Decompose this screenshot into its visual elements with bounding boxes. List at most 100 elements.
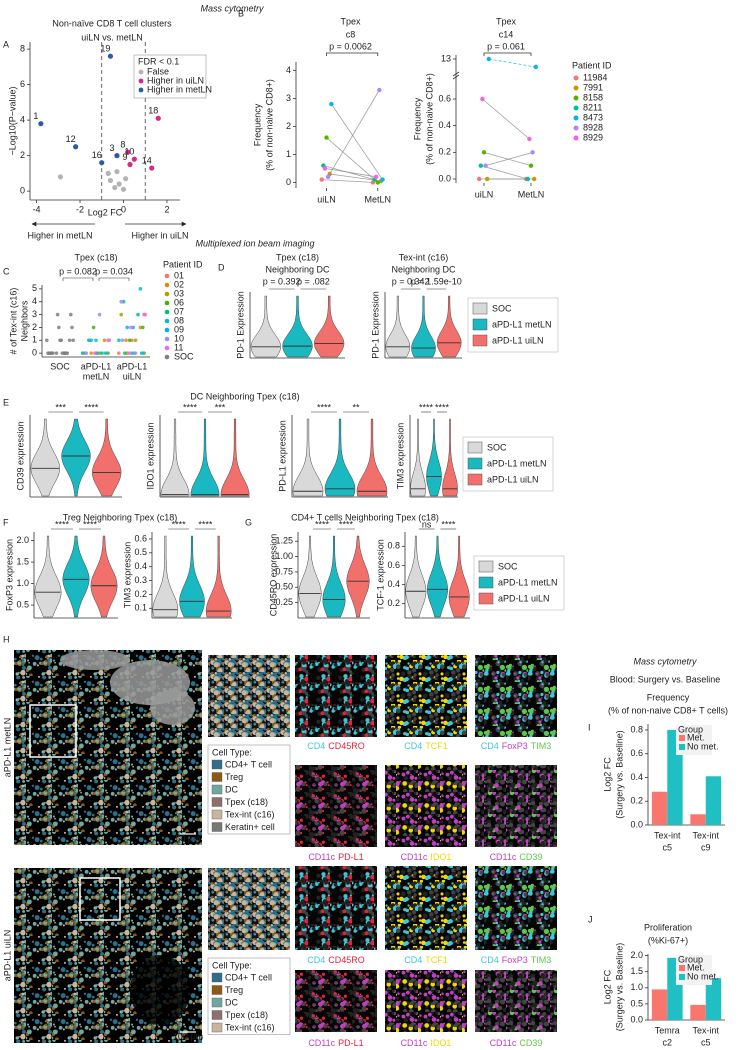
x-tick-label: uiLN — [123, 371, 142, 381]
legend-label: 11984 — [583, 72, 607, 82]
point — [142, 312, 146, 317]
legend-label: aPD-L1 uiLN — [498, 593, 550, 603]
significance: *** — [55, 402, 66, 412]
chart-subtitle: uiLN vs. metLN — [81, 32, 143, 42]
significance: ** — [352, 402, 360, 412]
y-tick-label: 0.0 — [630, 819, 643, 829]
point — [55, 312, 60, 317]
point — [69, 312, 73, 317]
keratin-region — [150, 690, 195, 725]
y-axis-label: TIM3 expression — [395, 423, 405, 490]
point — [123, 176, 129, 182]
y-axis-label: # of Tex-int (c16) — [8, 288, 18, 355]
y-tick-label: 1.00 — [275, 551, 293, 561]
point — [533, 64, 538, 70]
section-header: Mass cytometry — [633, 656, 697, 666]
y-tick-label: 0.6 — [387, 560, 400, 570]
legend-swatch — [211, 972, 223, 983]
violin — [160, 418, 190, 497]
legend-title: Patient ID — [163, 259, 203, 269]
legend-label: aPD-L1 metLN — [498, 577, 558, 587]
legend-swatch — [211, 772, 223, 782]
point — [373, 174, 379, 179]
significance: **** — [83, 519, 98, 529]
inset-box — [79, 877, 121, 921]
legend-label: 8929 — [583, 132, 603, 142]
point — [107, 177, 114, 184]
y-tick-label: 0.1 — [134, 603, 147, 613]
point — [73, 144, 79, 150]
channel-label: CD4 TCF1 — [404, 955, 448, 965]
point — [527, 136, 532, 142]
bracket — [98, 277, 130, 281]
legend-swatch — [211, 985, 223, 995]
legend-swatch — [211, 809, 223, 820]
bar — [705, 776, 722, 825]
point — [70, 325, 74, 330]
significance: *** — [215, 402, 226, 412]
bar — [651, 989, 668, 1020]
scale-bar-label: 50 µm — [175, 833, 200, 843]
y-tick-label: 0.4 — [387, 579, 400, 589]
point — [89, 351, 93, 355]
point — [127, 161, 133, 168]
chart-title: Tpex — [496, 16, 517, 26]
x-tick-label: SOC — [50, 361, 70, 371]
channel-word: CD45RO — [328, 741, 365, 751]
y-tick-label: 1.25 — [275, 536, 293, 546]
y-tick-label: 0 — [32, 348, 37, 358]
violin — [30, 418, 60, 497]
y-tick-label: 1.0 — [16, 578, 29, 588]
y-axis-label: TIM3 expression — [122, 542, 132, 609]
point — [149, 165, 155, 171]
chart-title: p = 0.061 — [487, 41, 525, 51]
panel-letter: H — [3, 634, 10, 644]
point — [57, 174, 64, 180]
violin — [322, 535, 346, 618]
legend-label: Tpex (c18) — [225, 797, 268, 807]
significance: **** — [441, 519, 456, 529]
channel-label: CD4 CD45RO — [307, 741, 365, 751]
legend-marker — [164, 291, 170, 297]
channel-word: TIM3 — [531, 955, 552, 965]
legend-swatch — [211, 997, 223, 1008]
channel-word: FoxP3 — [502, 741, 528, 751]
x-tick-label: 2 — [164, 204, 169, 214]
legend-marker — [573, 75, 579, 81]
row-label: aPD-L1 uiLN — [2, 930, 12, 982]
zoom-image — [208, 868, 290, 950]
point — [127, 351, 132, 355]
legend-swatch — [211, 797, 223, 807]
chart-title: Proliferation — [644, 922, 692, 932]
point — [155, 115, 161, 121]
legend-box — [207, 957, 291, 1035]
point — [120, 186, 127, 192]
channel-label: CD11c PD-L1 — [308, 1038, 363, 1048]
channel-image — [295, 866, 377, 950]
y-axis-label: PD-1 Expression — [370, 291, 380, 359]
legend-label: No met. — [687, 971, 719, 981]
legend-label: 8473 — [583, 112, 603, 122]
legend-label: 8158 — [583, 92, 603, 102]
point — [377, 87, 382, 93]
violin — [385, 295, 411, 358]
y-axis-label: Frequency — [412, 97, 422, 140]
channel-word: CD4 — [307, 955, 325, 965]
point — [477, 176, 482, 182]
bar — [690, 1004, 706, 1020]
legend-marker — [573, 125, 579, 131]
legend-marker — [573, 105, 579, 111]
bar — [690, 814, 706, 825]
y-tick-label: 2.0 — [630, 950, 643, 960]
point — [114, 153, 120, 159]
y-tick-label: 1.5 — [16, 556, 29, 566]
point — [38, 121, 44, 127]
legend-label: 02 — [174, 279, 184, 289]
legend-marker — [573, 115, 579, 121]
channel-image — [295, 970, 377, 1032]
violin — [346, 535, 370, 618]
violin — [426, 418, 442, 497]
legend-title: FDR < 0.1 — [138, 56, 179, 66]
section-header: Mass cytometry — [200, 3, 264, 13]
violin — [436, 295, 462, 358]
